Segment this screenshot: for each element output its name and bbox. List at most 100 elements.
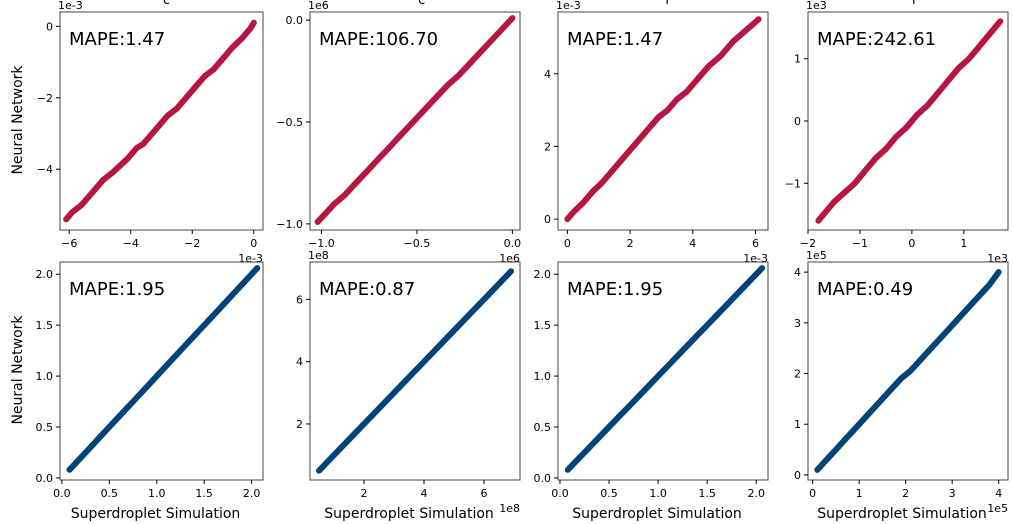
data-point <box>508 268 514 275</box>
data-point <box>163 363 169 369</box>
y-offset-label: 1e-3 <box>556 0 581 12</box>
y-tick-label: 0 <box>794 115 801 128</box>
y-tick-label: 0 <box>544 213 551 226</box>
data-point <box>220 302 226 308</box>
data-point <box>248 271 255 278</box>
data-point <box>997 18 1003 25</box>
data-point <box>842 436 848 443</box>
data-point <box>63 216 69 223</box>
y-offset-label: 1e-3 <box>58 0 83 12</box>
data-point <box>456 72 462 78</box>
plot-frame <box>309 261 521 481</box>
plot-frame <box>807 261 1009 481</box>
plot-frame <box>557 11 769 231</box>
data-point <box>664 107 671 113</box>
data-point <box>238 36 245 42</box>
data-point <box>730 38 737 44</box>
data-point <box>674 352 681 359</box>
data-point <box>314 219 321 225</box>
data-point <box>220 55 226 62</box>
x-tick-label: 4 <box>995 487 1002 500</box>
data-point <box>831 199 837 205</box>
x-tick-label: 0.0 <box>53 487 71 500</box>
panels: −6 −4 −2 0 −4 −2 0 1e-3 1e-3 MAPE:1.47 Lc −1.0 −0.5 0… <box>36 0 1009 522</box>
x-tick-label: 0.0 <box>504 237 522 250</box>
x-axis-label: Superdroplet Simulation <box>817 506 987 522</box>
plot-frame <box>557 261 769 481</box>
data-point <box>332 200 338 207</box>
data-point <box>467 60 474 66</box>
data-point <box>862 168 868 174</box>
data-point <box>100 177 106 183</box>
x-tick-label: 0.5 <box>600 487 618 500</box>
data-point <box>509 15 516 21</box>
data-point <box>341 192 348 199</box>
y-tick-label: −4 <box>37 163 53 176</box>
data-point <box>916 358 923 364</box>
data-point <box>229 291 236 298</box>
data-point <box>935 337 941 344</box>
data-point <box>625 403 632 410</box>
data-point <box>78 454 84 461</box>
data-point <box>387 143 394 150</box>
x-tick-label: 1.5 <box>698 487 716 500</box>
data-point <box>596 434 602 441</box>
data-point <box>674 96 680 102</box>
data-point <box>192 84 199 90</box>
data-point <box>322 210 329 217</box>
data-point <box>820 211 827 218</box>
data-point <box>490 35 497 42</box>
data-point <box>870 406 876 412</box>
mape-annotation: MAPE:0.87 <box>319 279 415 300</box>
data-point <box>331 452 337 458</box>
y-tick-label: 1.5 <box>36 319 54 332</box>
data-point <box>879 396 886 402</box>
data-point <box>201 73 208 80</box>
x-tick-label: 6 <box>752 237 759 250</box>
y-tick-label: 0.0 <box>36 472 54 485</box>
y-tick-label: 1 <box>794 53 801 66</box>
data-point <box>87 444 94 451</box>
x-tick-label: 0 <box>564 237 571 250</box>
y-tick-label: 0.5 <box>534 421 552 434</box>
panel-3: 0 2 4 6 0 2 4 1e-3 1e-3 MAPE:1.47 Lr <box>544 0 769 265</box>
data-point <box>391 390 397 396</box>
data-point <box>958 312 965 319</box>
x-tick-label: 1.5 <box>195 487 213 500</box>
x-tick-label: 0 <box>809 487 816 500</box>
data-point <box>694 332 701 339</box>
x-tick-label: 4 <box>421 487 428 500</box>
data-point <box>364 168 371 174</box>
data-point <box>421 107 428 113</box>
data-point <box>724 302 730 308</box>
data-point <box>410 119 416 125</box>
data-point <box>883 146 889 152</box>
mape-annotation: MAPE:1.95 <box>69 279 165 300</box>
data-point <box>191 332 198 339</box>
x-offset-label: 1e8 <box>499 502 520 515</box>
data-point <box>646 125 652 132</box>
y-tick-label: 2 <box>544 140 551 153</box>
x-offset-label: 1e6 <box>499 252 520 265</box>
x-tick-label: −1.0 <box>308 237 335 250</box>
data-point <box>696 74 702 81</box>
data-point <box>684 342 691 349</box>
data-point <box>134 145 140 151</box>
y-tick-label: 2.0 <box>36 268 54 281</box>
data-point <box>155 123 162 130</box>
x-axis-label: Superdroplet Simulation <box>572 506 742 522</box>
x-tick-label: 2.0 <box>747 487 765 500</box>
data-point <box>815 217 822 224</box>
data-point <box>814 467 821 473</box>
y-offset-label: 1e5 <box>806 249 827 262</box>
x-axis-label: Superdroplet Simulation <box>71 506 241 522</box>
data-point <box>606 424 612 430</box>
panel-6: 2 4 6 2 4 6 1e8 1e8 MAPE:0.87 Superdroplet Simula… <box>296 249 521 522</box>
data-point <box>955 65 962 71</box>
y-tick-label: 0.5 <box>36 421 54 434</box>
data-point <box>375 155 382 162</box>
x-offset-label: 1e3 <box>987 252 1008 265</box>
data-point <box>466 312 472 318</box>
data-point <box>164 112 171 119</box>
x-tick-label: 3 <box>949 487 956 500</box>
